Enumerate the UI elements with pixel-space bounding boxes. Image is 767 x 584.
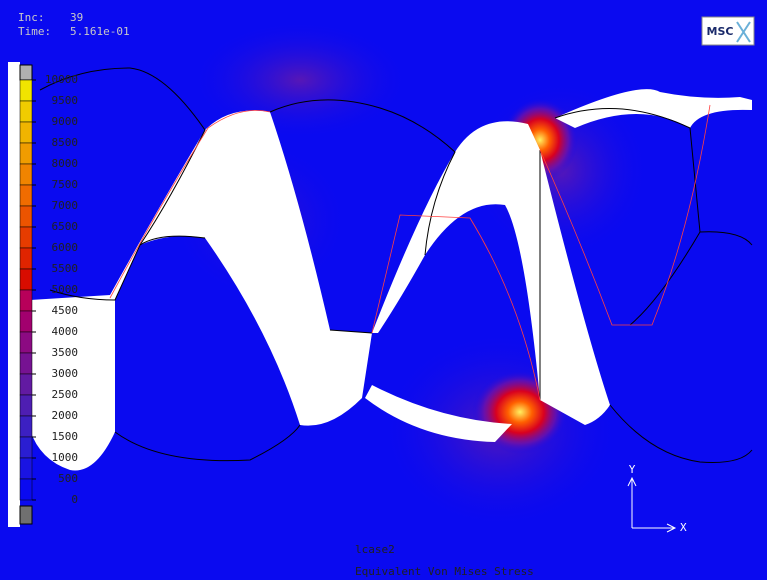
legend-label: 4000	[52, 325, 79, 338]
legend-label: 0	[71, 493, 78, 506]
legend-swatch	[20, 353, 32, 374]
legend-label: 4500	[52, 304, 79, 317]
legend-swatch	[20, 479, 32, 500]
legend-label: 6500	[52, 220, 79, 233]
page: Inc: 39 Time: 5.161e-01 MSC 100009500900…	[0, 0, 767, 580]
x-axis-label: X	[680, 521, 687, 534]
legend-swatch	[20, 164, 32, 185]
legend-label: 3500	[52, 346, 79, 359]
legend-swatch	[20, 437, 32, 458]
legend-label: 1500	[52, 430, 79, 443]
legend-swatch	[20, 143, 32, 164]
logo: MSC	[702, 17, 754, 45]
legend-label: 8000	[52, 157, 79, 170]
viewport: Inc: 39 Time: 5.161e-01 MSC 100009500900…	[0, 0, 767, 580]
legend-swatch	[20, 248, 32, 269]
legend-swatch	[20, 206, 32, 227]
legend-over	[20, 65, 32, 80]
inc-value: 39	[70, 11, 83, 24]
legend-label: 9000	[52, 115, 79, 128]
legend-label: 5500	[52, 262, 79, 275]
legend-label: 9500	[52, 94, 79, 107]
time-label: Time:	[18, 25, 51, 38]
legend-label: 6000	[52, 241, 79, 254]
legend-label: 2000	[52, 409, 79, 422]
legend-swatch	[20, 269, 32, 290]
inc-label: Inc:	[18, 11, 45, 24]
legend-swatch	[20, 227, 32, 248]
legend-swatch	[20, 122, 32, 143]
legend-swatch	[20, 185, 32, 206]
time-value: 5.161e-01	[70, 25, 130, 38]
legend-swatch	[20, 374, 32, 395]
legend-swatch	[20, 416, 32, 437]
legend-label: 10000	[45, 73, 78, 86]
legend-label: 2500	[52, 388, 79, 401]
legend-swatch	[20, 395, 32, 416]
legend-swatch	[20, 290, 32, 311]
legend-label: 7500	[52, 178, 79, 191]
legend-swatch	[20, 332, 32, 353]
quantity: Equivalent Von Mises Stress	[355, 565, 534, 578]
legend-swatch	[20, 80, 32, 101]
load-case: lcase2	[355, 543, 395, 556]
legend-swatch	[20, 458, 32, 479]
logo-text: MSC	[707, 25, 734, 38]
legend-swatch	[20, 311, 32, 332]
legend-under	[20, 506, 32, 524]
legend-label: 7000	[52, 199, 79, 212]
legend-label: 8500	[52, 136, 79, 149]
legend-label: 500	[58, 472, 78, 485]
legend-label: 5000	[52, 283, 79, 296]
legend-swatch	[20, 101, 32, 122]
legend-strip	[8, 62, 20, 527]
legend-label: 1000	[52, 451, 79, 464]
y-axis-label: Y	[629, 463, 636, 476]
legend-label: 3000	[52, 367, 79, 380]
